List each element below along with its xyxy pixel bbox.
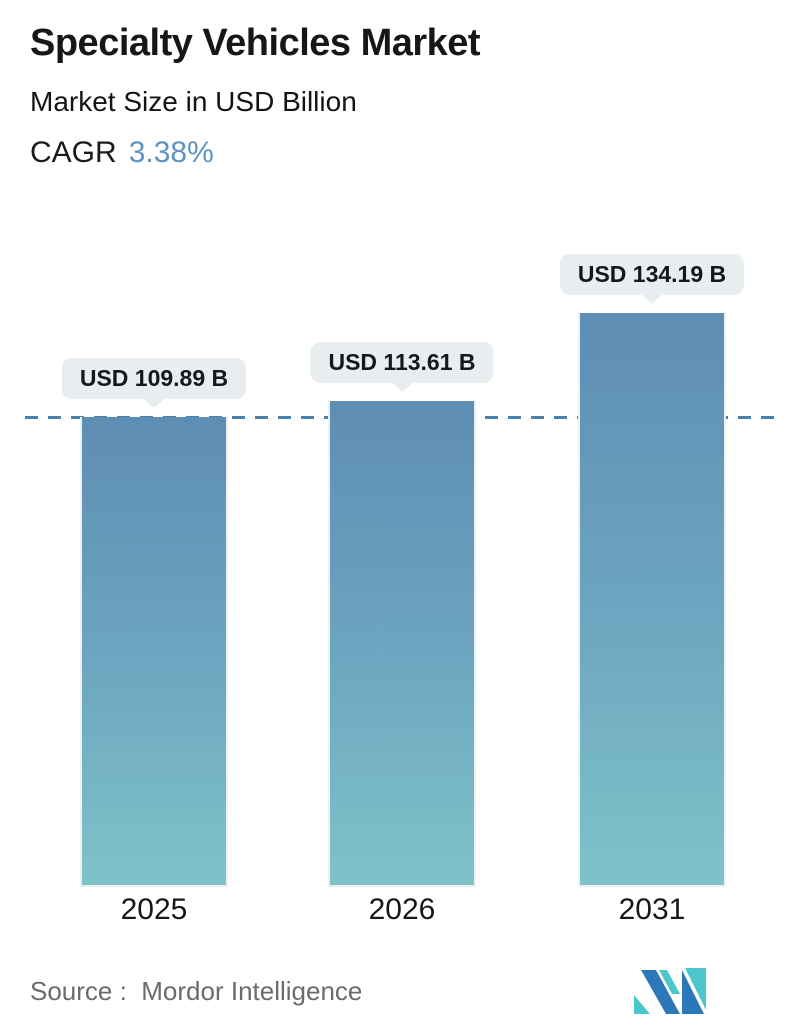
- logo-left-teal-triangle: [634, 995, 650, 1014]
- value-label-2025: USD 109.89 B: [79, 365, 229, 391]
- cagr-line: CAGR 3.38%: [30, 136, 214, 170]
- logo-main-blue-diagonal: [641, 970, 680, 1014]
- mordor-intelligence-logo: [634, 968, 706, 1014]
- value-tooltip-2031: USD 134.19 B: [559, 254, 745, 295]
- value-label-2031: USD 134.19 B: [577, 261, 727, 287]
- chart-title: Specialty Vehicles Market: [30, 22, 481, 64]
- logo-right-teal-triangle: [685, 968, 706, 1010]
- logo-right-blue-triangle: [682, 970, 704, 1014]
- value-label-2026: USD 113.61 B: [328, 349, 476, 375]
- bar-2031: [578, 313, 726, 887]
- logo-middle-teal-diagonal: [659, 970, 680, 994]
- bar-2026: [328, 401, 476, 887]
- x-axis-label-2026: 2026: [368, 893, 436, 926]
- cagr-label: CAGR: [30, 136, 117, 169]
- chart-subtitle: Market Size in USD Billion: [30, 86, 357, 117]
- x-axis-label-2025: 2025: [120, 893, 188, 926]
- plot-area: USD 109.89 B USD 113.61 B USD 134.19 B: [0, 250, 796, 887]
- x-axis-label-2031: 2031: [618, 893, 686, 926]
- value-tooltip-2026: USD 113.61 B: [310, 342, 494, 383]
- bar-2025: [80, 417, 228, 887]
- value-tooltip-2025: USD 109.89 B: [61, 358, 247, 399]
- source-text: Source : Mordor Intelligence: [30, 976, 363, 1006]
- cagr-value: 3.38%: [128, 136, 214, 169]
